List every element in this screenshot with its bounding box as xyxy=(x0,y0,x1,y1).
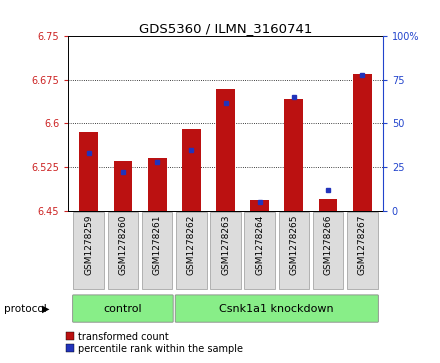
Text: GSM1278259: GSM1278259 xyxy=(84,215,93,275)
FancyBboxPatch shape xyxy=(176,212,207,289)
FancyBboxPatch shape xyxy=(175,295,378,322)
Bar xyxy=(353,74,372,211)
Text: protocol: protocol xyxy=(4,303,47,314)
Text: GSM1278262: GSM1278262 xyxy=(187,215,196,275)
Text: GSM1278261: GSM1278261 xyxy=(153,215,161,275)
Text: GSM1278265: GSM1278265 xyxy=(290,215,298,275)
Bar xyxy=(216,89,235,211)
Text: ▶: ▶ xyxy=(42,303,50,314)
Bar xyxy=(250,200,269,211)
Bar xyxy=(319,199,337,211)
Text: GSM1278263: GSM1278263 xyxy=(221,215,230,275)
FancyBboxPatch shape xyxy=(313,212,344,289)
FancyBboxPatch shape xyxy=(142,212,172,289)
FancyBboxPatch shape xyxy=(107,212,138,289)
Bar xyxy=(285,99,303,211)
Text: GSM1278264: GSM1278264 xyxy=(255,215,264,275)
Title: GDS5360 / ILMN_3160741: GDS5360 / ILMN_3160741 xyxy=(139,22,312,35)
Bar xyxy=(182,129,201,211)
Legend: transformed count, percentile rank within the sample: transformed count, percentile rank withi… xyxy=(62,328,246,358)
Bar xyxy=(79,132,98,211)
FancyBboxPatch shape xyxy=(279,212,309,289)
Text: GSM1278266: GSM1278266 xyxy=(323,215,333,275)
Bar xyxy=(148,158,166,211)
FancyBboxPatch shape xyxy=(210,212,241,289)
FancyBboxPatch shape xyxy=(73,212,104,289)
Text: Csnk1a1 knockdown: Csnk1a1 knockdown xyxy=(220,303,334,314)
FancyBboxPatch shape xyxy=(347,212,378,289)
FancyBboxPatch shape xyxy=(73,295,173,322)
Bar xyxy=(114,161,132,211)
Text: GSM1278267: GSM1278267 xyxy=(358,215,367,275)
Text: control: control xyxy=(103,303,142,314)
Text: GSM1278260: GSM1278260 xyxy=(118,215,128,275)
FancyBboxPatch shape xyxy=(244,212,275,289)
